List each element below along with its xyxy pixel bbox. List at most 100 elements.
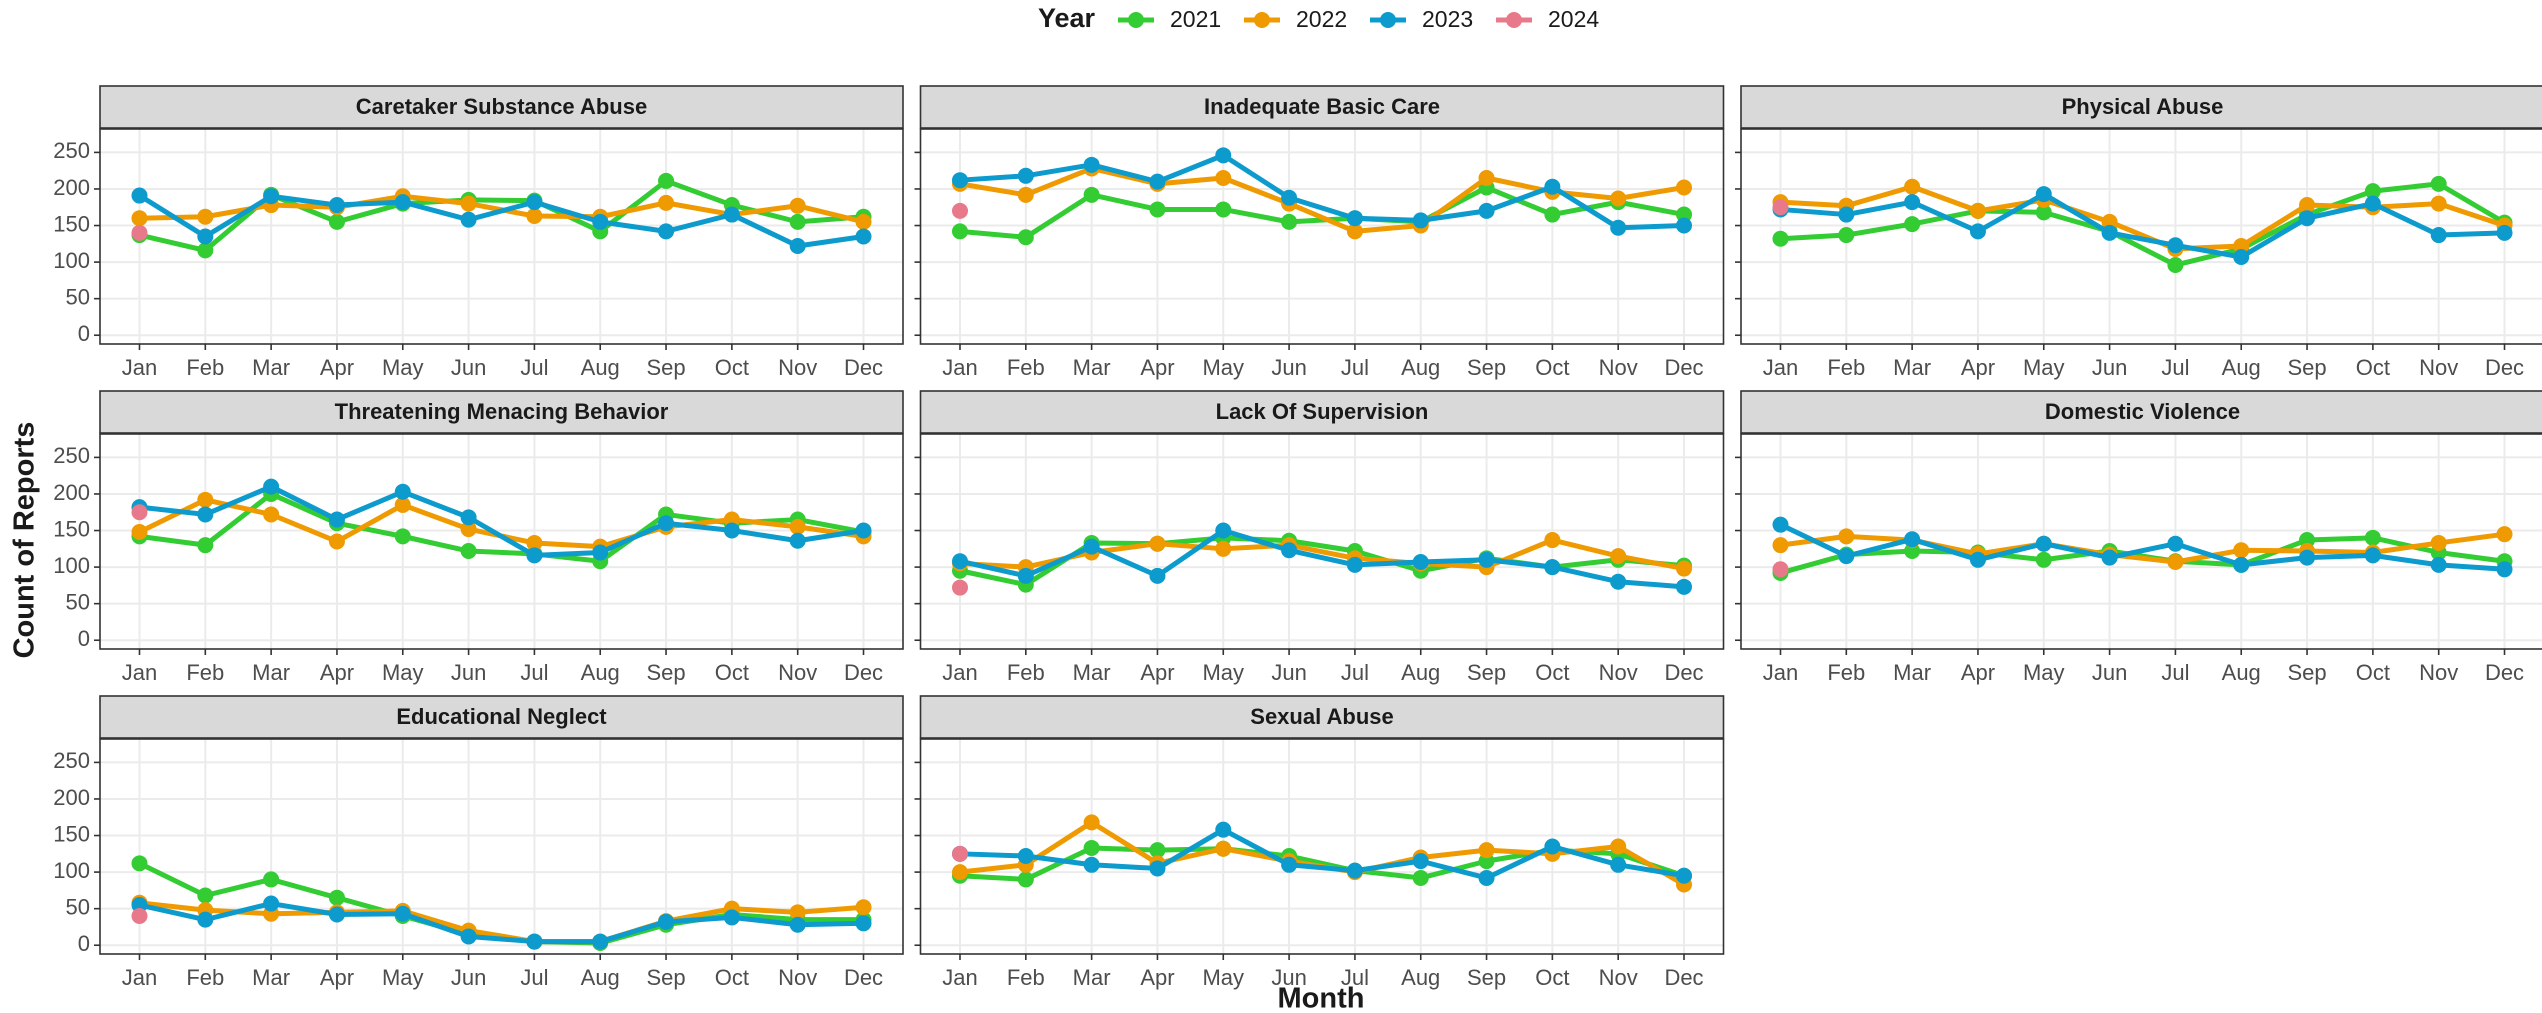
data-point: [1676, 560, 1693, 577]
x-tick-label: Sep: [646, 965, 685, 990]
panel-title: Caretaker Substance Abuse: [356, 94, 647, 119]
data-point: [1346, 556, 1363, 573]
data-point: [1969, 223, 1986, 240]
panel-background: [1741, 434, 2542, 649]
series-line: [959, 537, 1685, 572]
data-point: [460, 928, 477, 945]
data-point: [1904, 543, 1921, 560]
strip: [99, 390, 904, 434]
data-point: [1904, 178, 1921, 195]
data-point: [2430, 534, 2447, 551]
panel-background: [920, 129, 1724, 344]
x-tick-label: Aug: [2222, 355, 2261, 380]
data-point: [789, 518, 806, 535]
data-point: [394, 496, 411, 513]
data-point: [1215, 147, 1232, 164]
data-point: [1412, 853, 1429, 870]
data-point: [658, 913, 675, 930]
data-point: [723, 522, 740, 539]
y-tick-label: 150: [53, 211, 90, 236]
x-tick-label: Jan: [1763, 355, 1798, 380]
data-point: [2299, 197, 2316, 214]
data-point: [1838, 528, 1855, 545]
panel-background: [920, 434, 1724, 649]
data-point: [2035, 551, 2052, 568]
data-point: [1478, 169, 1495, 186]
series-line: [1780, 191, 2505, 260]
data-point: [2364, 195, 2381, 212]
data-point: [1083, 839, 1100, 856]
data-point: [1149, 201, 1166, 218]
data-point: [2167, 257, 2184, 274]
data-point: [328, 906, 345, 923]
strip: [99, 695, 904, 739]
x-tick-label: Jun: [2092, 355, 2127, 380]
x-tick-label: Jul: [2161, 660, 2189, 685]
y-tick-label: 0: [78, 931, 90, 956]
data-point: [1544, 206, 1561, 223]
data-point: [2233, 248, 2250, 265]
x-tick-label: Jul: [520, 355, 548, 380]
x-tick-label: Nov: [2419, 660, 2458, 685]
data-point: [789, 916, 806, 933]
data-point: [1083, 186, 1100, 203]
x-tick-label: Dec: [844, 965, 883, 990]
x-tick-label: May: [1202, 355, 1244, 380]
panel-title: Physical Abuse: [2062, 94, 2224, 119]
x-tick-label: Apr: [1961, 660, 1995, 685]
data-point: [1772, 561, 1789, 578]
legend-item: 2022: [1244, 6, 1347, 32]
data-point: [197, 911, 214, 928]
data-point: [951, 172, 968, 189]
x-tick-label: Dec: [1664, 355, 1703, 380]
x-tick-label: Jun: [451, 660, 486, 685]
data-point: [1772, 230, 1789, 247]
panel-border: [1740, 433, 2542, 650]
data-point: [855, 899, 872, 916]
x-tick-label: Apr: [1140, 660, 1174, 685]
data-point: [2364, 183, 2381, 200]
y-tick-label: 100: [53, 858, 90, 883]
x-tick-label: Dec: [844, 355, 883, 380]
data-point: [2035, 204, 2052, 221]
data-point: [2430, 227, 2447, 244]
y-tick-label: 0: [78, 626, 90, 651]
data-point: [1544, 532, 1561, 549]
x-tick-label: Mar: [1893, 355, 1931, 380]
x-tick-label: Oct: [715, 660, 749, 685]
x-tick-label: Jun: [1271, 965, 1306, 990]
data-point: [1969, 551, 1986, 568]
data-point: [460, 195, 477, 212]
data-point: [1346, 862, 1363, 879]
x-tick-label: Sep: [2287, 355, 2326, 380]
data-point: [197, 228, 214, 245]
strip: [1740, 85, 2542, 129]
data-point: [1544, 178, 1561, 195]
data-point: [263, 895, 280, 912]
y-tick-label: 200: [53, 480, 90, 505]
data-point: [951, 579, 968, 596]
data-point: [1215, 840, 1232, 857]
x-tick-label: Dec: [1664, 660, 1703, 685]
data-point: [1610, 838, 1627, 855]
legend-key-point: [1380, 12, 1396, 28]
data-point: [1346, 210, 1363, 227]
data-point: [658, 194, 675, 211]
data-point: [1544, 838, 1561, 855]
x-tick-label: Apr: [320, 355, 354, 380]
data-point: [1544, 559, 1561, 576]
x-tick-label: Sep: [646, 660, 685, 685]
series-line: [1780, 531, 2505, 565]
data-point: [2101, 549, 2118, 566]
data-point: [951, 553, 968, 570]
y-tick-label: 150: [53, 516, 90, 541]
panel-border: [99, 433, 904, 650]
data-point: [1478, 853, 1495, 870]
x-tick-label: Apr: [1961, 355, 1995, 380]
series-line: [1779, 522, 2505, 572]
data-point: [592, 933, 609, 950]
x-tick-label: Aug: [581, 355, 620, 380]
legend-key-point: [1254, 12, 1270, 28]
x-tick-label: Jan: [942, 660, 977, 685]
data-point: [592, 213, 609, 230]
